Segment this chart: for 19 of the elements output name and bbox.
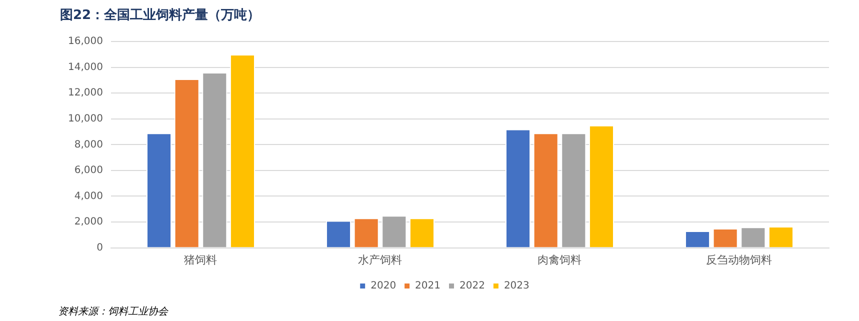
x-tick-label: 反刍动物饲料 xyxy=(706,253,772,266)
x-tick-label: 水产饲料 xyxy=(358,253,402,266)
y-tick-label: 2,000 xyxy=(74,216,103,228)
y-tick-label: 10,000 xyxy=(68,114,103,125)
chart-title: 图22：全国工业饲料产量（万吨） xyxy=(60,7,260,24)
y-tick-label: 12,000 xyxy=(68,88,103,99)
y-tick-label: 6,000 xyxy=(74,165,103,176)
legend-label: 2020 xyxy=(370,280,396,292)
y-tick-label: 0 xyxy=(96,242,103,254)
legend-label: 2022 xyxy=(460,280,485,292)
y-tick-label: 4,000 xyxy=(74,190,103,202)
y-tick-label: 14,000 xyxy=(68,62,103,73)
legend-label: 2021 xyxy=(415,280,441,292)
x-tick-label: 猪饲料 xyxy=(184,253,218,266)
text: 资料来源：饲料工业协会 xyxy=(58,306,169,318)
legend-label: 2023 xyxy=(504,280,530,292)
y-tick-label: 16,000 xyxy=(68,36,103,48)
y-tick-label: 8,000 xyxy=(74,139,103,150)
x-tick-label: 肉禽饲料 xyxy=(538,253,582,266)
